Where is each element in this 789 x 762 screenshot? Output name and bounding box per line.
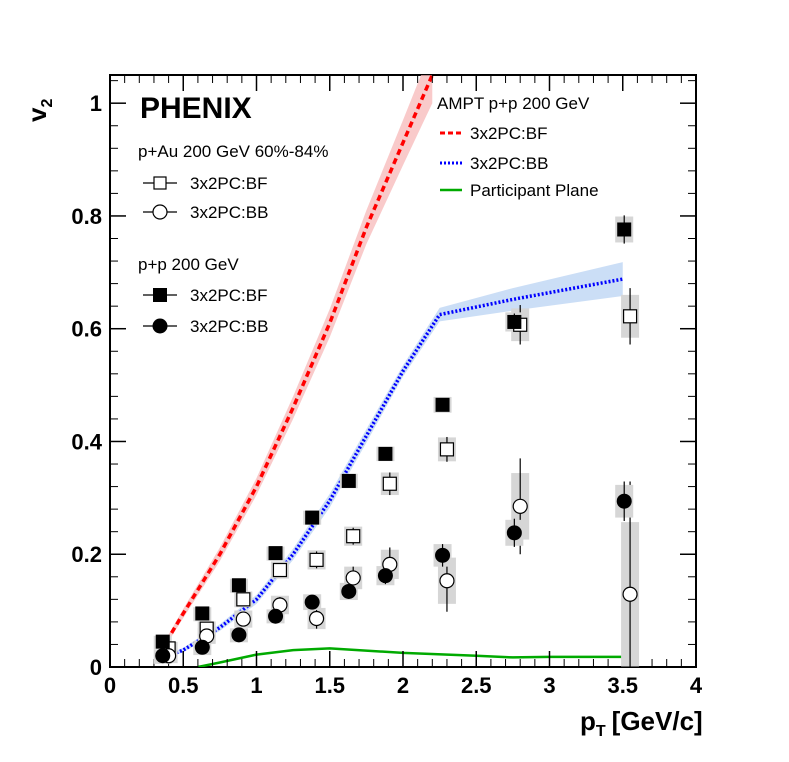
p-p-3x2pc-bb-point — [194, 639, 210, 655]
p-au-3x2pc-bb-point — [622, 586, 638, 602]
legend-ampt-bb: 3x2PC:BB — [440, 154, 548, 173]
p-p-3x2pc-bb-point — [377, 568, 393, 584]
p-p-3x2pc-bb-point — [341, 583, 357, 599]
p-au-3x2pc-bf-point — [622, 309, 638, 324]
y-axis-subscript: 2 — [39, 99, 56, 108]
p-p-3x2pc-bf-point — [507, 314, 522, 329]
x-tick-label: 4 — [690, 673, 703, 698]
y-tick-label: 0 — [90, 655, 102, 680]
p-p-3x2pc-bb-point — [616, 493, 632, 509]
legend-ampt-bf: 3x2PC:BF — [440, 124, 547, 143]
p-au-3x2pc-bb-point — [308, 610, 325, 627]
y-tick-label: 0.2 — [71, 542, 102, 567]
legend-pp-bb-label: 3x2PC:BB — [190, 317, 268, 336]
ampt-3x2pc-bf-line — [159, 75, 434, 651]
p-p-3x2pc-bb-point — [268, 608, 284, 624]
p-au-3x2pc-bb-point — [439, 573, 455, 589]
p-au-3x2pc-bf-point — [272, 562, 288, 578]
x-tick-label: 0 — [104, 673, 116, 698]
p-au-3x2pc-bb-point — [235, 611, 251, 627]
x-axis-unit: [GeV/c] — [612, 706, 703, 736]
p-p-3x2pc-bf-point — [617, 222, 632, 237]
p-p-3x2pc-bf-point — [435, 397, 450, 412]
p-au-3x2pc-bf-point — [439, 442, 455, 457]
legend-pau-bb-label: 3x2PC:BB — [190, 203, 268, 222]
y-tick-label: 0.4 — [71, 429, 102, 454]
p-p-3x2pc-bf-point — [155, 634, 170, 649]
x-tick-label: 0.5 — [168, 673, 199, 698]
legend-ampt-bf-label: 3x2PC:BF — [470, 124, 547, 143]
legend-pau-bf: 3x2PC:BF — [143, 174, 267, 193]
legend-pp-bf-marker — [153, 288, 167, 302]
p-p-3x2pc-bf-point — [195, 606, 210, 621]
legend-pp-title: p+p 200 GeV — [138, 255, 239, 274]
p-p-3x2pc-bb-point — [304, 594, 320, 610]
legend-pp-bf: 3x2PC:BF — [143, 286, 267, 305]
legend-pp-bf-label: 3x2PC:BF — [190, 286, 267, 305]
legend-pau-bf-marker — [153, 176, 167, 190]
legend-pau-bb-marker — [152, 204, 168, 220]
legend-pau-bf-label: 3x2PC:BF — [190, 174, 267, 193]
p-p-3x2pc-bf-point — [378, 446, 393, 461]
p-au-3x2pc-bf-point — [346, 529, 361, 544]
legend-pau-bb: 3x2PC:BB — [143, 203, 268, 222]
y-tick-label: 0.8 — [71, 204, 102, 229]
legend-pp-bb: 3x2PC:BB — [143, 317, 268, 336]
p-p-3x2pc-bb-point — [506, 525, 522, 541]
x-tick-label: 1.5 — [314, 673, 345, 698]
chart-title: PHENIX — [140, 92, 252, 125]
x-tick-label: 2 — [397, 673, 409, 698]
p-p-3x2pc-bb-point — [231, 627, 247, 643]
y-axis-label: v2 — [22, 99, 56, 122]
legend-ampt-pp-label: Participant Plane — [470, 181, 599, 200]
p-p-3x2pc-bb-point — [435, 547, 451, 563]
y-tick-label: 1 — [90, 91, 102, 116]
ampt-3x2pc-bb-band — [161, 262, 623, 661]
p-p-3x2pc-bf-point — [231, 578, 246, 593]
ampt-3x2pc-bb-line — [160, 277, 624, 661]
ampt-participant-plane-line — [197, 647, 623, 667]
p-au-3x2pc-bf-point — [309, 552, 324, 567]
legend-ampt-bb-label: 3x2PC:BB — [470, 154, 548, 173]
p-p-3x2pc-bf-point — [341, 473, 356, 488]
p-au-3x2pc-bf-point — [236, 592, 251, 607]
x-axis-subscript: T — [596, 723, 606, 740]
x-tick-label: 3.5 — [607, 673, 638, 698]
x-tick-label: 2.5 — [461, 673, 492, 698]
legend-pau-title: p+Au 200 GeV 60%-84% — [138, 142, 328, 161]
x-axis-label: pT [GeV/c] — [580, 706, 703, 740]
ampt-3x2pc-bf-band — [161, 75, 433, 653]
x-tick-label: 3 — [543, 673, 555, 698]
p-p-3x2pc-bb-point — [155, 648, 171, 664]
x-tick-label: 1 — [250, 673, 262, 698]
p-au-3x2pc-bf-point — [382, 476, 397, 491]
p-au-3x2pc-bb-point — [345, 570, 361, 586]
legend-ampt-pp: Participant Plane — [440, 181, 599, 200]
p-au-3x2pc-bb-point — [512, 498, 528, 514]
legend-pp-bb-marker — [152, 318, 168, 334]
p-p-3x2pc-bf-point — [305, 510, 320, 525]
y-tick-label: 0.6 — [71, 317, 102, 342]
p-p-3x2pc-bf-point — [268, 546, 283, 561]
legend-ampt-title: AMPT p+p 200 GeV — [437, 94, 590, 113]
